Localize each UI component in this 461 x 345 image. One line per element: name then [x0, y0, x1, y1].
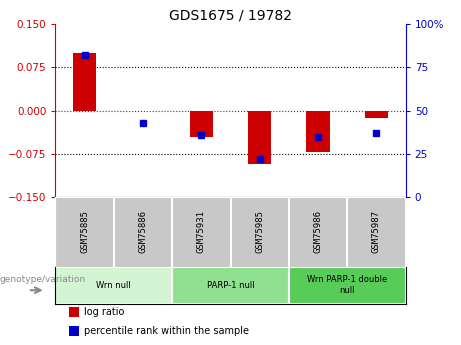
Bar [55, 266, 172, 304]
Text: Wrn PARP-1 double
null: Wrn PARP-1 double null [307, 275, 387, 295]
Text: GSM75885: GSM75885 [80, 210, 89, 253]
Text: GSM75986: GSM75986 [313, 210, 323, 253]
Text: Wrn null: Wrn null [96, 280, 131, 289]
Title: GDS1675 / 19782: GDS1675 / 19782 [169, 9, 292, 23]
Text: genotype/variation: genotype/variation [0, 275, 86, 284]
Bar [248, 111, 272, 164]
Text: percentile rank within the sample: percentile rank within the sample [84, 326, 249, 336]
Bar [73, 53, 96, 111]
Bar [307, 111, 330, 152]
Bar [365, 111, 388, 118]
Text: GSM75886: GSM75886 [138, 210, 148, 253]
Text: PARP-1 null: PARP-1 null [207, 280, 254, 289]
Text: GSM75987: GSM75987 [372, 210, 381, 253]
Bar [172, 266, 289, 304]
Text: GSM75931: GSM75931 [197, 210, 206, 253]
Text: GSM75985: GSM75985 [255, 210, 264, 253]
Bar [189, 111, 213, 137]
Text: log ratio: log ratio [84, 307, 124, 317]
Bar [289, 266, 406, 304]
